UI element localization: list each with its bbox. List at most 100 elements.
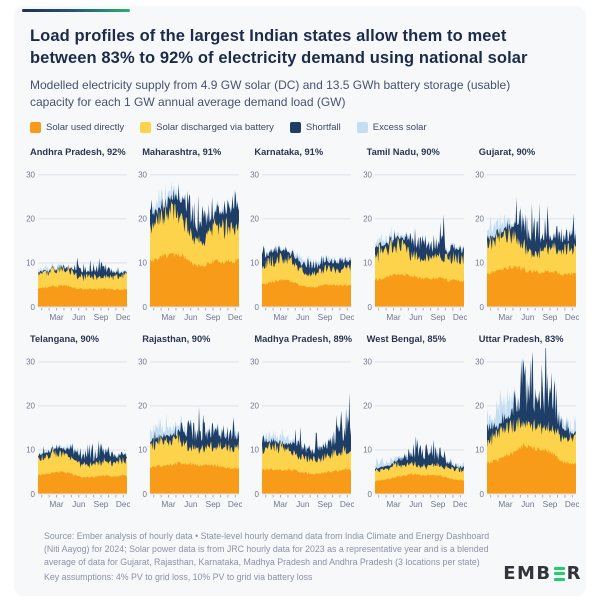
svg-text:Dec: Dec <box>228 499 242 509</box>
svg-text:10: 10 <box>475 446 484 455</box>
svg-text:Mar: Mar <box>49 499 64 509</box>
svg-text:30: 30 <box>250 171 259 180</box>
svg-text:Sep: Sep <box>206 312 221 322</box>
svg-text:Jun: Jun <box>72 499 86 509</box>
brand-accent-bar <box>22 9 130 12</box>
legend-label: Solar used directly <box>46 122 125 134</box>
state-chart-cell: Gujarat, 90% 0 10 20 30 Mar Jun Sep Dec <box>471 143 580 328</box>
svg-text:Mar: Mar <box>498 312 513 322</box>
svg-text:0: 0 <box>367 303 372 312</box>
svg-text:10: 10 <box>475 259 484 268</box>
svg-text:Dec: Dec <box>340 499 354 509</box>
svg-text:Jun: Jun <box>184 499 198 509</box>
charts-grid: Andhra Pradesh, 92% 0 10 20 30 Mar Jun Sep Dec Ma… <box>22 143 580 515</box>
state-chart-plot: 0 10 20 30 Mar Jun Sep Dec <box>26 358 130 509</box>
legend-item: Excess solar <box>356 122 427 134</box>
svg-text:Mar: Mar <box>49 312 64 322</box>
state-chart-plot: 0 10 20 30 Mar Jun Sep Dec <box>250 171 354 322</box>
state-chart-title: Karnataka, 91% <box>254 147 324 158</box>
state-chart-plot: 0 10 20 30 Mar Jun Sep Dec <box>26 171 130 322</box>
svg-text:Sep: Sep <box>94 312 109 322</box>
logo-e-bars-icon <box>553 566 565 581</box>
source-note: Source: Ember analysis of hourly data • … <box>44 530 490 568</box>
svg-text:Mar: Mar <box>274 499 289 509</box>
state-chart-cell: Uttar Pradesh, 83% 0 10 20 30 Mar Jun Sep Dec <box>471 330 580 515</box>
state-chart-cell: Karnataka, 91% 0 10 20 30 Mar Jun Sep Dec <box>246 143 355 328</box>
svg-text:20: 20 <box>26 215 35 224</box>
assumptions-note: Key assumptions: 4% PV to grid loss, 10%… <box>44 571 313 582</box>
svg-text:Sep: Sep <box>318 312 333 322</box>
svg-text:Sep: Sep <box>430 312 445 322</box>
svg-text:10: 10 <box>363 259 372 268</box>
svg-text:0: 0 <box>367 490 372 499</box>
svg-text:30: 30 <box>138 358 147 367</box>
svg-text:Mar: Mar <box>386 312 401 322</box>
svg-text:20: 20 <box>475 402 484 411</box>
svg-text:Jun: Jun <box>521 312 535 322</box>
legend-label: Excess solar <box>372 122 427 134</box>
svg-text:Sep: Sep <box>542 312 557 322</box>
state-chart-plot: 0 10 20 30 Mar Jun Sep Dec <box>475 348 579 509</box>
state-chart-plot: 0 10 20 30 Mar Jun Sep Dec <box>250 358 354 509</box>
state-chart-plot: 0 10 20 30 Mar Jun Sep Dec <box>138 358 242 509</box>
state-chart-plot: 0 10 20 30 Mar Jun Sep Dec <box>363 171 467 322</box>
logo-text-right: R <box>566 563 582 584</box>
state-chart-plot: 0 10 20 30 Mar Jun Sep Dec <box>475 171 579 322</box>
svg-text:Dec: Dec <box>565 312 579 322</box>
svg-text:0: 0 <box>255 490 260 499</box>
chart-subtitle: Modelled electricity supply from 4.9 GW … <box>30 77 511 109</box>
state-chart-cell: Maharashtra, 91% 0 10 20 30 Mar Jun Sep Dec <box>134 143 243 328</box>
chart-title: Load profiles of the largest Indian stat… <box>30 27 528 67</box>
svg-text:0: 0 <box>479 490 484 499</box>
state-chart-cell: West Bengal, 85% 0 10 20 30 Mar Jun Sep Dec <box>359 330 468 515</box>
svg-text:Jun: Jun <box>409 312 423 322</box>
svg-text:Jun: Jun <box>521 499 535 509</box>
legend-swatch-icon <box>356 122 368 134</box>
legend-label: Shortfall <box>305 122 341 134</box>
svg-text:20: 20 <box>138 215 147 224</box>
state-chart-title: West Bengal, 85% <box>366 334 446 345</box>
logo-text-left: EMB <box>503 563 552 584</box>
legend-swatch-icon <box>140 122 152 134</box>
svg-text:20: 20 <box>475 215 484 224</box>
svg-text:10: 10 <box>363 446 372 455</box>
svg-text:0: 0 <box>143 303 148 312</box>
legend-swatch-icon <box>289 122 301 134</box>
svg-text:0: 0 <box>31 303 36 312</box>
svg-text:Jun: Jun <box>184 312 198 322</box>
svg-text:Sep: Sep <box>206 499 221 509</box>
footer: Source: Ember analysis of hourly data • … <box>44 530 584 584</box>
svg-text:Dec: Dec <box>565 499 579 509</box>
svg-text:Sep: Sep <box>430 499 445 509</box>
svg-text:Dec: Dec <box>116 312 130 322</box>
svg-text:30: 30 <box>26 358 35 367</box>
svg-text:0: 0 <box>479 303 484 312</box>
state-chart-cell: Telangana, 90% 0 10 20 30 Mar Jun Sep Dec <box>22 330 131 515</box>
svg-text:Dec: Dec <box>228 312 242 322</box>
svg-text:Mar: Mar <box>162 312 177 322</box>
svg-text:20: 20 <box>138 402 147 411</box>
svg-text:10: 10 <box>26 446 35 455</box>
svg-text:Mar: Mar <box>162 499 177 509</box>
state-chart-cell: Tamil Nadu, 90% 0 10 20 30 Mar Jun Sep Dec <box>359 143 468 328</box>
state-chart-title: Uttar Pradesh, 83% <box>478 334 564 345</box>
state-chart-title: Tamil Nadu, 90% <box>366 147 440 158</box>
svg-text:0: 0 <box>255 303 260 312</box>
svg-text:20: 20 <box>363 402 372 411</box>
svg-text:30: 30 <box>475 171 484 180</box>
state-chart-title: Rajasthan, 90% <box>142 334 211 345</box>
svg-text:10: 10 <box>138 446 147 455</box>
legend-item: Solar discharged via battery <box>140 122 274 134</box>
state-chart-plot: 0 10 20 30 Mar Jun Sep Dec <box>363 358 467 509</box>
legend-label: Solar discharged via battery <box>156 122 274 134</box>
svg-text:Dec: Dec <box>116 499 130 509</box>
svg-text:Sep: Sep <box>318 499 333 509</box>
svg-text:Sep: Sep <box>94 499 109 509</box>
legend-item: Shortfall <box>289 122 341 134</box>
svg-text:10: 10 <box>26 259 35 268</box>
svg-text:Sep: Sep <box>542 499 557 509</box>
svg-text:Mar: Mar <box>274 312 289 322</box>
svg-text:0: 0 <box>143 490 148 499</box>
legend-swatch-icon <box>30 122 41 134</box>
